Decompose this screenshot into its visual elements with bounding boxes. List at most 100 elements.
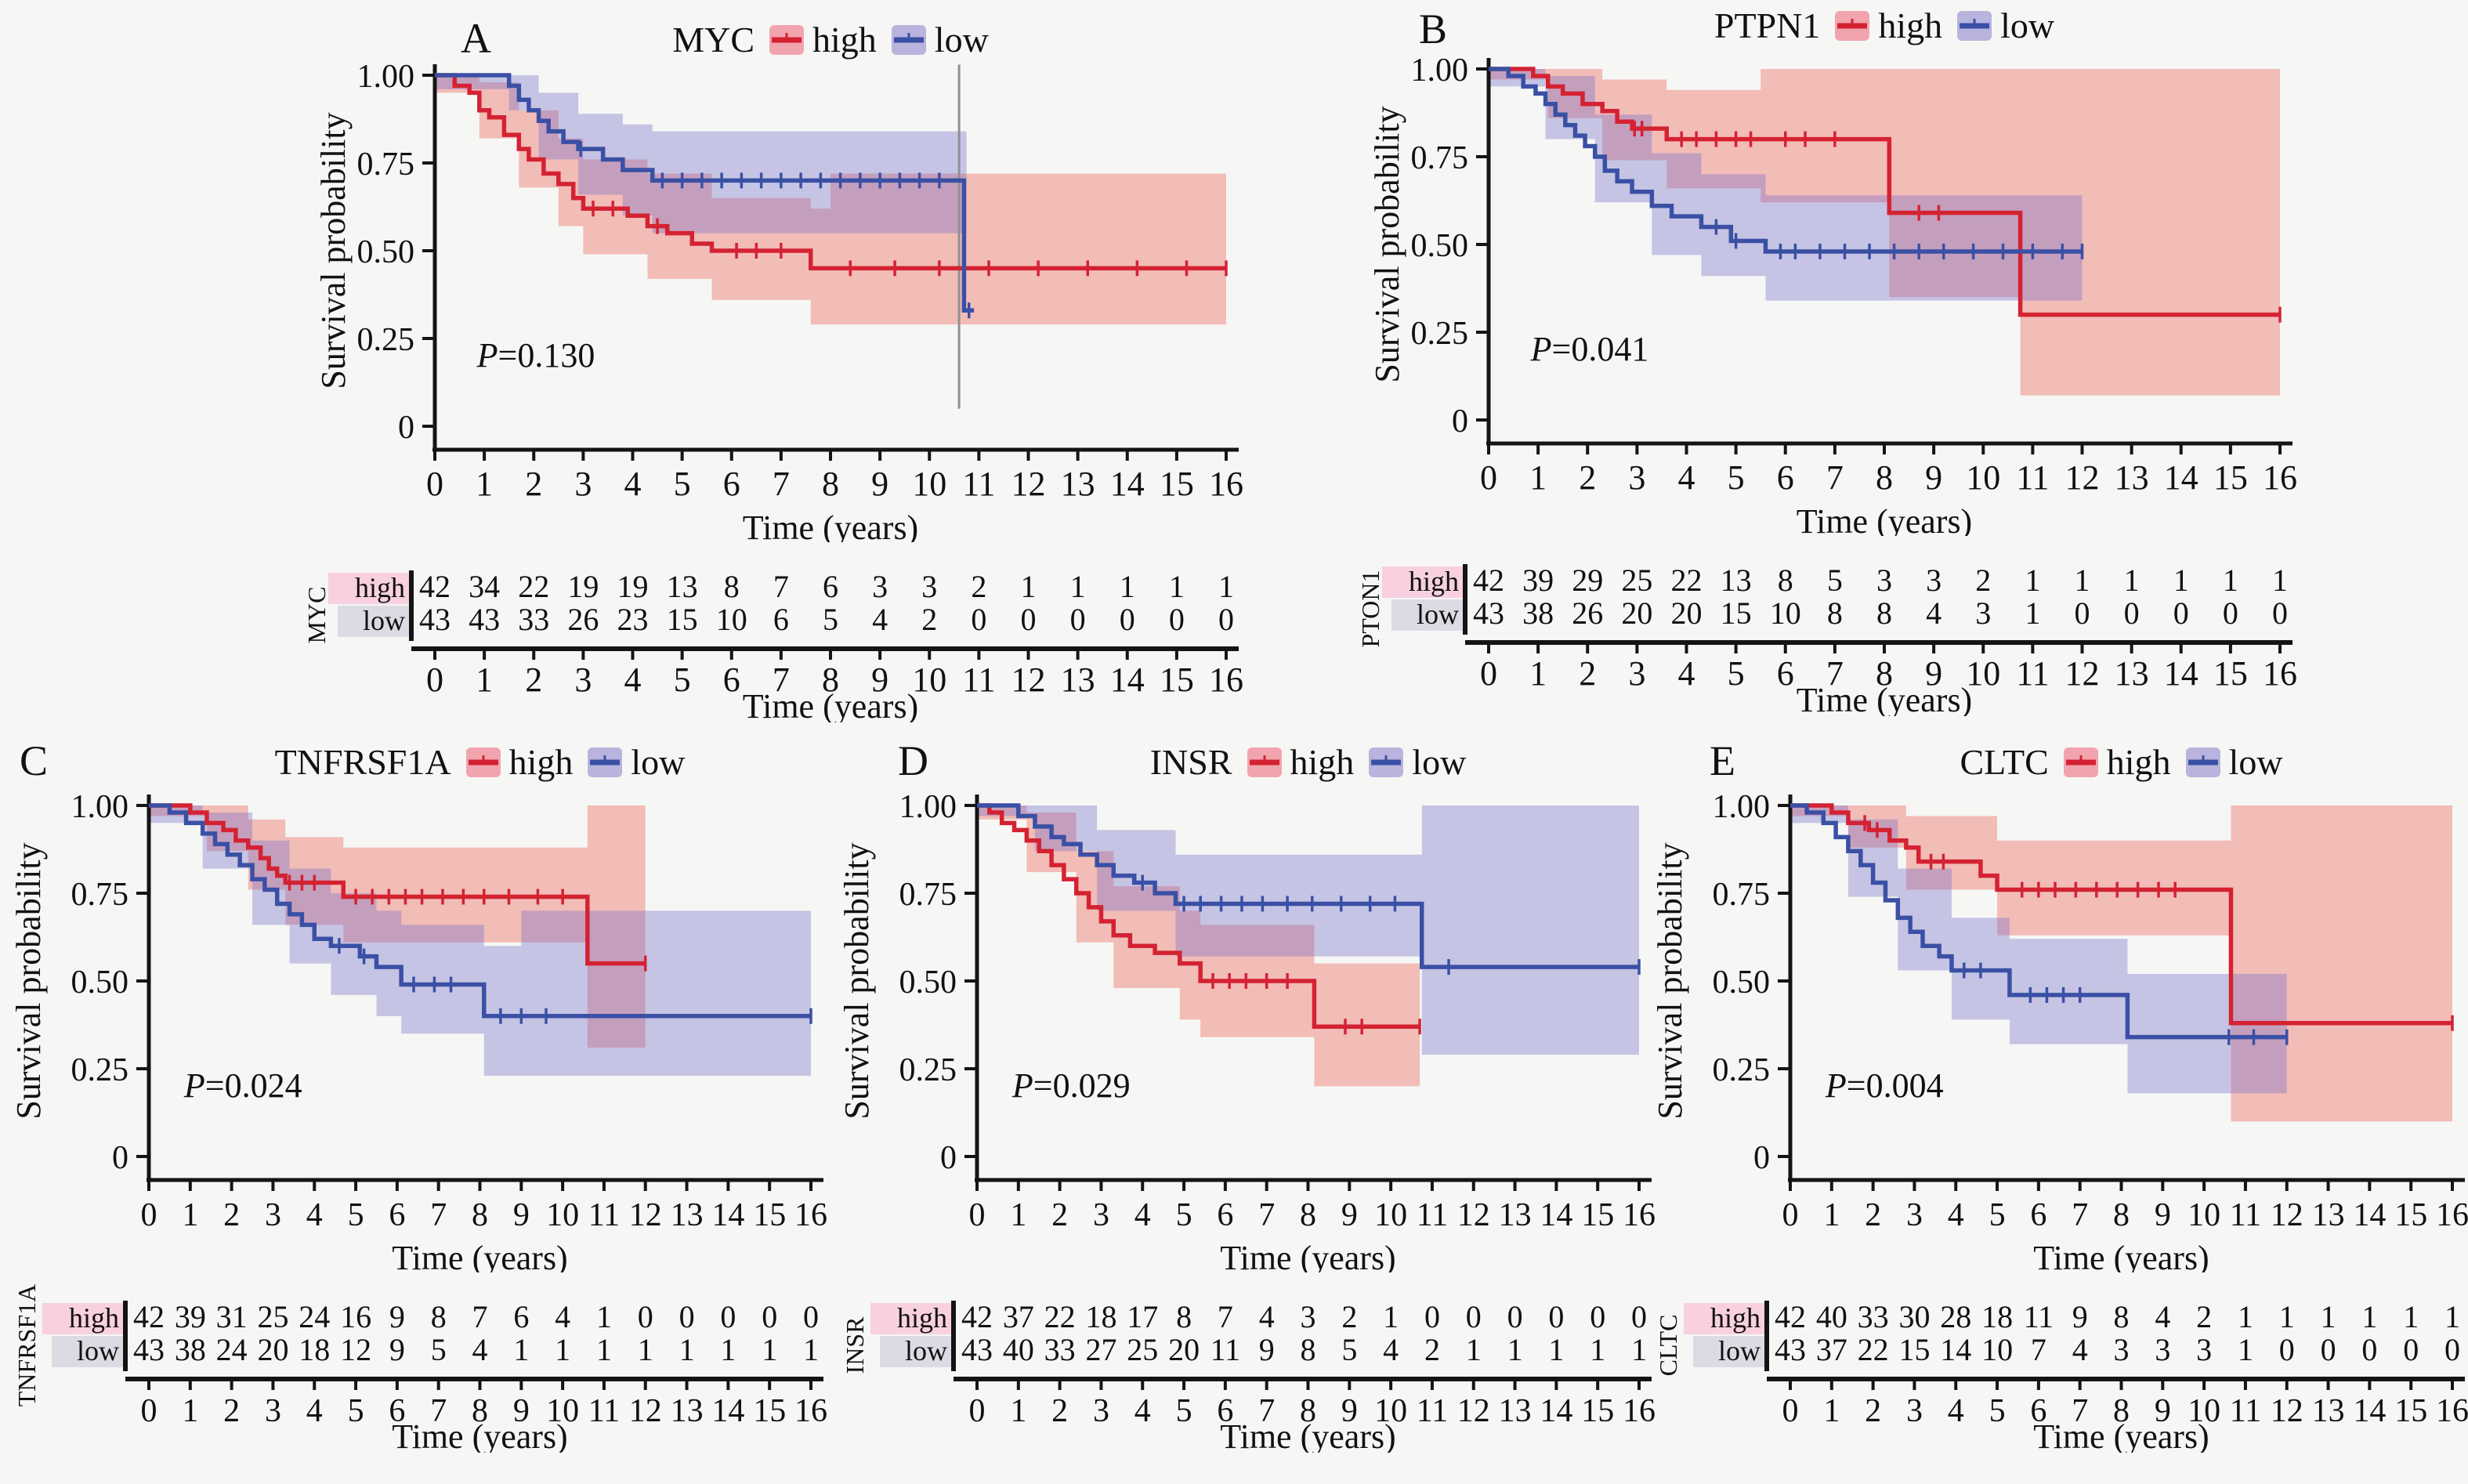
risk-x-tick-label: 7: [773, 661, 790, 699]
ci-band-low: [435, 75, 967, 395]
legend-label-low: low: [2000, 5, 2055, 45]
y-axis-title: Survival probability: [838, 842, 876, 1119]
risk-count: 1: [1021, 569, 1037, 604]
risk-x-tick-label: 0: [426, 661, 443, 699]
curve-low: [435, 73, 975, 313]
risk-count: 43: [419, 602, 451, 637]
y-tick-label: 0.25: [71, 1052, 129, 1088]
legend-swatch-low-icon: [1957, 10, 1992, 41]
risk-count: 42: [419, 569, 451, 604]
risk-count: 22: [1858, 1332, 1889, 1367]
y-axis-ticks: 1.00 0.75 0.50 0.25 0: [357, 59, 435, 446]
gene-title: TNFRSF1A: [274, 742, 451, 782]
risk-count: 1: [555, 1332, 570, 1367]
risk-table: PTON1 high low 42 39 29 25 22 13 8 5 3 3 2 1 1 1 1 1 1 43 38 2…: [1320, 547, 2362, 720]
x-axis-ticks: 0 1 2 3 4 5 6 7 8 9 10 11 12 13 14 15 16: [1480, 443, 2297, 497]
risk-count: 1: [2279, 1299, 2295, 1334]
risk-high-row: 42 39 29 25 22 13 8 5 3 3 2 1 1 1 1 1 1: [1473, 563, 2288, 598]
risk-count: 4: [1259, 1299, 1275, 1334]
legend-entry-high: high: [1834, 5, 1942, 46]
risk-x-tick-label: 3: [1906, 1393, 1923, 1429]
legend-swatch-high-icon: [769, 24, 805, 55]
x-tick-label: 16: [2263, 458, 2297, 497]
risk-count: 8: [1176, 1299, 1192, 1334]
risk-row-label-low: low: [363, 605, 405, 636]
risk-x-tick-label: 8: [1876, 654, 1893, 693]
risk-row-label-low-bg: [52, 1336, 125, 1367]
x-tick-label: 8: [1876, 458, 1893, 497]
risk-count: 30: [1898, 1299, 1930, 1334]
risk-count: 1: [1218, 569, 1234, 604]
risk-count: 1: [638, 1332, 653, 1367]
x-tick-label: 1: [476, 465, 493, 503]
risk-count: 4: [1383, 1332, 1399, 1367]
risk-count: 12: [340, 1332, 371, 1367]
risk-count: 15: [667, 602, 698, 637]
gene-title: CLTC: [1960, 742, 2049, 782]
y-tick-label: 1.00: [357, 59, 415, 95]
x-tick-label: 14: [2353, 1197, 2386, 1233]
y-axis-title: Survival probability: [9, 842, 48, 1119]
risk-count: 8: [1827, 595, 1843, 631]
risk-count: 5: [1341, 1332, 1357, 1367]
risk-count: 22: [1671, 563, 1703, 598]
x-tick-label: 12: [629, 1197, 662, 1233]
risk-count: 27: [1085, 1332, 1116, 1367]
x-tick-label: 16: [794, 1197, 827, 1233]
risk-count: 2: [2196, 1299, 2212, 1334]
risk-count: 18: [1085, 1299, 1116, 1334]
censor-marks-low: [1963, 962, 2289, 1045]
axes: [975, 794, 1652, 1182]
risk-x-tick-label: 14: [711, 1393, 744, 1429]
risk-count: 38: [175, 1332, 206, 1367]
risk-x-tick-label: 2: [525, 661, 542, 699]
legend-entry-low: low: [1956, 5, 2054, 46]
risk-count: 15: [1721, 595, 1752, 631]
x-tick-label: 1: [1823, 1197, 1840, 1233]
survival-curves: [1489, 67, 2280, 317]
risk-count: 11: [1210, 1332, 1241, 1367]
risk-x-tick-label: 0: [141, 1393, 157, 1429]
risk-count: 0: [638, 1299, 653, 1334]
y-tick-label: 1.00: [1713, 789, 1771, 825]
risk-count: 0: [1070, 602, 1086, 637]
risk-count: 2: [921, 602, 937, 637]
risk-gene-label: MYC: [302, 587, 331, 644]
x-tick-label: 10: [2188, 1197, 2220, 1233]
risk-count: 24: [299, 1299, 330, 1334]
risk-gene-label: INSR: [841, 1316, 869, 1374]
risk-x-tick-label: 13: [2115, 654, 2149, 693]
y-tick-label: 1.00: [1411, 52, 1469, 89]
x-tick-label: 7: [1258, 1197, 1275, 1233]
x-tick-label: 5: [1728, 458, 1745, 497]
km-panel-A: A MYC high low 1.00 0.75 0.50 0.25 0 0 1: [266, 6, 1308, 726]
risk-count: 1: [2173, 563, 2189, 598]
risk-x-tick-label: 6: [1217, 1393, 1233, 1429]
risk-count: 42: [1775, 1299, 1806, 1334]
y-tick-label: 1.00: [899, 789, 957, 825]
risk-count: 0: [1590, 1299, 1605, 1334]
risk-row-label-high-bg: [328, 573, 411, 604]
risk-count: 4: [2155, 1299, 2170, 1334]
risk-x-tick-label: 14: [1540, 1393, 1572, 1429]
risk-x-tick-label: 4: [1678, 654, 1695, 693]
risk-x-tick-label: 15: [753, 1393, 786, 1429]
x-tick-label: 3: [1628, 458, 1645, 497]
legend-swatch-high-icon: [465, 747, 501, 777]
ci-band-low: [149, 805, 811, 1076]
risk-x-tick-label: 5: [1728, 654, 1745, 693]
panel-header: TNFRSF1A high low: [149, 741, 811, 783]
p-value-label: P=0.004: [1825, 1066, 1944, 1105]
risk-count: 43: [1473, 595, 1504, 631]
risk-high-row: 42 39 31 25 24 16 9 8 7 6 4 1 0 0 0 0 0: [133, 1299, 819, 1334]
x-tick-label: 8: [472, 1197, 488, 1233]
risk-count: 8: [1778, 563, 1793, 598]
risk-low-row: 43 38 26 20 20 15 10 8 8 4 3 1 0 0 0 0 0: [1473, 595, 2288, 631]
risk-count: 1: [2238, 1332, 2253, 1367]
risk-count: 0: [1507, 1299, 1523, 1334]
panel-header: CLTC high low: [1790, 741, 2452, 783]
risk-count: 37: [1003, 1299, 1034, 1334]
risk-count: 31: [216, 1299, 248, 1334]
